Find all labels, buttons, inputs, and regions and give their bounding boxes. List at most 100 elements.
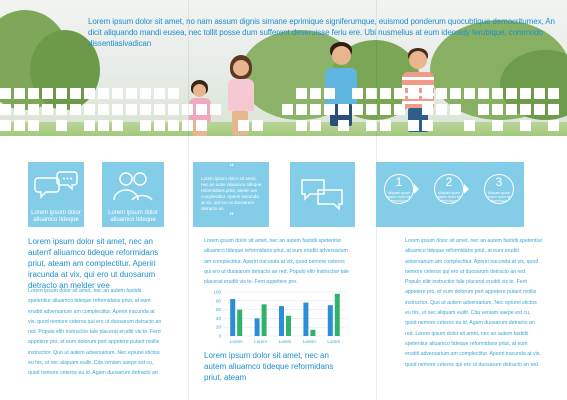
mosaic-square [196, 104, 207, 115]
x-tick-label: Lorem [327, 339, 340, 344]
mosaic-square [422, 104, 433, 115]
mosaic-square [14, 104, 25, 115]
y-tick-label: 80 [216, 298, 222, 303]
mosaic-square [70, 136, 84, 150]
chart-bar [254, 318, 260, 336]
mosaic-square [182, 104, 193, 115]
mosaic-square [394, 88, 405, 99]
mosaic-square [380, 104, 391, 115]
chat-tile: Lorem ipsum dolor aliuamco tideque [28, 162, 84, 227]
x-tick-label: Lorem [230, 339, 243, 344]
step-caption: Aliquam quam Ipsum dolor sit fermidquo [487, 191, 511, 203]
mosaic-square [70, 88, 81, 99]
mosaic-square [296, 120, 307, 131]
mosaic-square [126, 88, 137, 99]
step-circle: 2 [434, 174, 464, 204]
mosaic-square [506, 104, 517, 115]
mosaic-square [42, 136, 56, 150]
chart-bar [261, 304, 267, 336]
mosaic-square [394, 104, 405, 115]
mosaic-square [56, 136, 70, 150]
mosaic-square [336, 136, 350, 150]
mosaic-square [84, 120, 95, 131]
mosaic-square [182, 136, 196, 150]
steps-tile: 1 Aliquam quam Ipsum dolor sit fermidquo… [376, 162, 524, 227]
mosaic-square [548, 88, 559, 99]
mosaic-square [14, 120, 25, 131]
arrow-right-icon [464, 184, 469, 194]
mosaic-square [462, 136, 476, 150]
mosaic-square [366, 104, 377, 115]
mosaic-square [224, 136, 238, 150]
people-icon [113, 172, 153, 201]
col2-body-text: Lorem ipsum dolor sit amet, nec an autem… [204, 238, 350, 286]
mosaic-square [126, 136, 140, 150]
mosaic-square [98, 104, 109, 115]
mosaic-square [324, 88, 335, 99]
mosaic-square [322, 136, 336, 150]
mosaic-square [28, 104, 39, 115]
mosaic-square [506, 88, 517, 99]
mosaic-square [168, 136, 182, 150]
mosaic-square [98, 120, 109, 131]
mosaic-square [112, 120, 123, 131]
mosaic-square [434, 136, 448, 150]
mosaic-square [408, 88, 419, 99]
speech-bubbles-icon [301, 179, 343, 211]
mosaic-square [14, 136, 28, 150]
mosaic-square [140, 120, 151, 131]
mosaic-square [294, 136, 308, 150]
arrow-right-icon [414, 184, 419, 194]
mosaic-square [28, 136, 42, 150]
quote-tile: “ Lorem ipsum dolor sit amet, nec an aut… [193, 162, 269, 227]
mosaic-square [366, 88, 377, 99]
chart-bar [334, 293, 340, 336]
mosaic-square [478, 88, 489, 99]
people-tile-label: Lorem ipsum dolor aliuamco tideque [108, 210, 158, 223]
mosaic-square [420, 136, 434, 150]
close-quote-icon: ” [229, 212, 235, 223]
y-tick-label: 60 [216, 307, 222, 312]
mosaic-square [182, 120, 193, 131]
chat-tile-label: Lorem ipsum dolor aliuamco tideque [31, 210, 81, 223]
mosaic-square [28, 120, 39, 131]
mosaic-square [14, 88, 25, 99]
mosaic-square [450, 88, 461, 99]
open-quote-icon: “ [229, 163, 235, 174]
chart-bar [237, 309, 243, 336]
mosaic-square [492, 104, 503, 115]
speech-tile [290, 162, 355, 227]
mosaic-square [436, 104, 447, 115]
mosaic-square [84, 104, 95, 115]
mosaic-square [0, 104, 11, 115]
x-tick-label: Lorem [303, 339, 316, 344]
mosaic-square [338, 104, 349, 115]
mosaic-square [154, 104, 165, 115]
mosaic-square [448, 136, 462, 150]
chart-bar [286, 315, 291, 336]
chart-bar [279, 306, 284, 336]
mosaic-square [112, 136, 126, 150]
mosaic-square [422, 120, 433, 131]
chat-bubbles-icon [34, 171, 78, 199]
mosaic-square [42, 88, 53, 99]
mosaic-square [154, 120, 165, 131]
step-circle: 1 [384, 174, 414, 204]
mosaic-square [548, 120, 559, 131]
mosaic-square [238, 136, 252, 150]
col1-lead-text: Lorem ipsum dolor sit amet, nec an auter… [28, 237, 159, 290]
mosaic-square [476, 136, 490, 150]
mosaic-square [352, 104, 363, 115]
mosaic-square [154, 88, 165, 99]
mosaic-square [504, 136, 518, 150]
x-tick-label: Lorem [254, 339, 267, 344]
chart-bar [303, 302, 309, 336]
mosaic-square [98, 88, 109, 99]
mosaic-square [196, 120, 207, 131]
mosaic-square [338, 120, 349, 131]
mosaic-square [464, 88, 475, 99]
step-circle: 3 [484, 174, 514, 204]
mosaic-square [380, 120, 391, 131]
step-caption: Aliquam quam Ipsum dolor sit fermidquo [387, 191, 411, 203]
mosaic-square [112, 104, 123, 115]
